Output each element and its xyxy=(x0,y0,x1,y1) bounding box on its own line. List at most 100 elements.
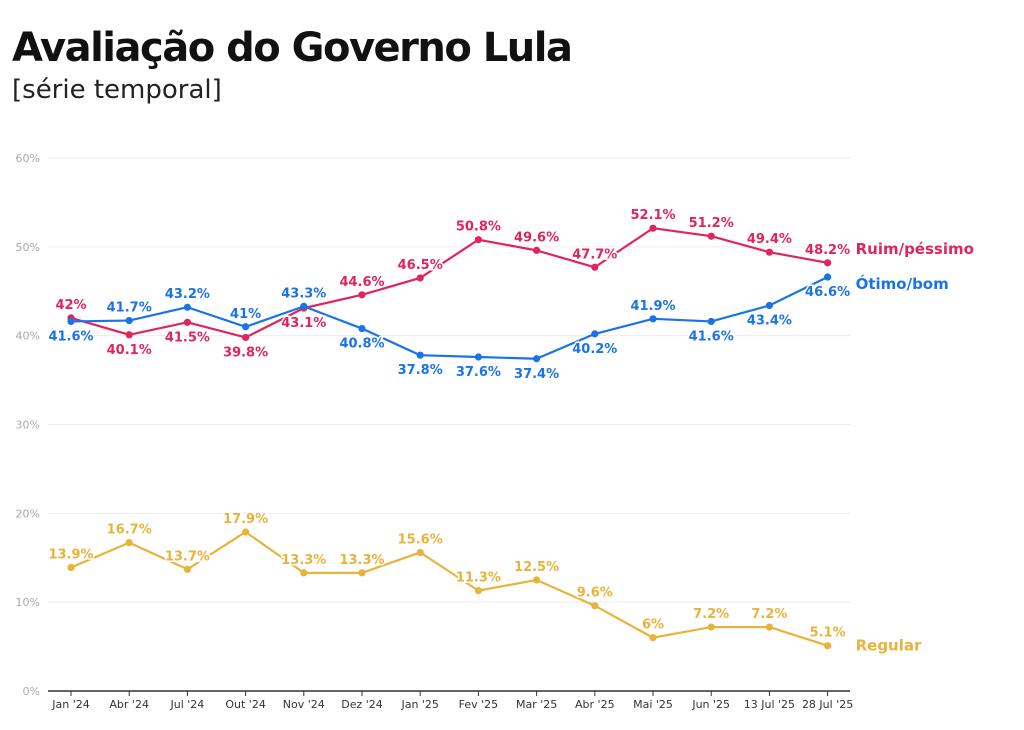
data-label-regular: 5.1% xyxy=(810,626,846,641)
data-point-regular xyxy=(358,569,366,577)
data-point-ruim-pessimo xyxy=(125,331,133,339)
chart-subtitle: [série temporal] xyxy=(12,75,222,105)
data-label-ruim-pessimo: 42% xyxy=(55,298,86,313)
data-point-otimo-bom xyxy=(765,301,774,310)
y-tick-label: 0% xyxy=(23,685,40,698)
data-label-regular: 13.3% xyxy=(339,553,384,568)
data-label-ruim-pessimo: 43.1% xyxy=(281,316,326,331)
data-label-regular: 9.6% xyxy=(577,586,613,601)
data-label-regular: 17.9% xyxy=(223,512,268,527)
x-tick-label: Jul '24 xyxy=(170,698,205,711)
data-label-otimo-bom: 37.8% xyxy=(398,363,443,378)
data-label-ruim-pessimo: 48.2% xyxy=(805,243,850,258)
data-label-otimo-bom: 41.6% xyxy=(689,329,734,344)
data-point-ruim-pessimo xyxy=(358,291,366,299)
data-point-ruim-pessimo xyxy=(707,232,715,240)
y-tick-label: 10% xyxy=(16,596,40,609)
data-label-otimo-bom: 41.9% xyxy=(630,299,675,314)
data-point-ruim-pessimo xyxy=(416,274,424,282)
data-label-regular: 16.7% xyxy=(107,523,152,538)
data-point-regular xyxy=(649,634,657,642)
data-point-regular xyxy=(591,602,599,610)
data-label-otimo-bom: 41% xyxy=(230,307,261,322)
data-point-otimo-bom xyxy=(474,353,482,361)
x-tick-label: Nov '24 xyxy=(283,698,325,711)
data-label-regular: 11.3% xyxy=(456,571,501,586)
data-label-regular: 7.2% xyxy=(693,607,729,622)
data-label-ruim-pessimo: 52.1% xyxy=(630,208,675,223)
data-point-ruim-pessimo xyxy=(242,333,250,342)
data-label-otimo-bom: 40.8% xyxy=(339,337,384,352)
data-label-ruim-pessimo: 51.2% xyxy=(689,216,734,231)
x-tick-label: Jun '25 xyxy=(691,698,730,711)
y-tick-label: 60% xyxy=(16,152,40,165)
data-label-ruim-pessimo: 46.5% xyxy=(398,258,443,273)
data-label-ruim-pessimo: 49.4% xyxy=(747,232,792,247)
data-label-ruim-pessimo: 41.5% xyxy=(165,330,210,345)
line-layer xyxy=(70,227,829,647)
x-tick-label: Dez '24 xyxy=(341,698,383,711)
data-point-regular xyxy=(242,528,250,536)
x-tick-label: Jan '25 xyxy=(400,698,438,711)
x-tick-label: Abr '25 xyxy=(575,698,615,711)
x-tick-label: Fev '25 xyxy=(459,698,499,711)
x-tick-label: 13 Jul '25 xyxy=(744,698,795,711)
data-point-regular xyxy=(416,548,424,557)
data-label-otimo-bom: 43.3% xyxy=(281,286,326,301)
data-label-ruim-pessimo: 44.6% xyxy=(339,275,384,290)
y-tick-label: 20% xyxy=(16,507,40,520)
data-label-otimo-bom: 37.6% xyxy=(456,365,501,380)
data-label-regular: 13.7% xyxy=(165,549,210,564)
data-label-regular: 7.2% xyxy=(751,607,787,622)
data-label-otimo-bom: 43.2% xyxy=(165,287,210,302)
data-label-regular: 13.3% xyxy=(281,553,326,568)
data-label-regular: 13.9% xyxy=(48,548,93,563)
data-point-otimo-bom xyxy=(533,355,541,363)
data-label-regular: 6% xyxy=(642,618,664,633)
data-point-otimo-bom xyxy=(707,317,715,326)
series-line-ruim-pessimo xyxy=(70,227,828,339)
data-point-ruim-pessimo xyxy=(765,248,774,256)
data-point-ruim-pessimo xyxy=(824,259,832,267)
series-name-regular: Regular xyxy=(856,637,922,655)
point-layer xyxy=(67,224,832,650)
data-point-otimo-bom xyxy=(649,315,657,323)
data-label-ruim-pessimo: 49.6% xyxy=(514,230,559,245)
data-point-otimo-bom xyxy=(183,303,191,311)
series-line-regular xyxy=(70,530,828,647)
x-tick-label: Mar '25 xyxy=(516,698,557,711)
data-point-otimo-bom xyxy=(358,324,366,333)
data-label-regular: 12.5% xyxy=(514,560,559,575)
data-label-ruim-pessimo: 50.8% xyxy=(456,220,501,235)
data-label-otimo-bom: 43.4% xyxy=(747,313,792,328)
data-point-ruim-pessimo xyxy=(474,236,482,244)
data-label-ruim-pessimo: 40.1% xyxy=(107,343,152,358)
y-tick-label: 30% xyxy=(16,419,40,432)
data-label-otimo-bom: 40.2% xyxy=(572,342,617,357)
series-name-otimo-bom: Ótimo/bom xyxy=(856,274,949,293)
data-label-regular: 15.6% xyxy=(398,532,443,547)
data-point-ruim-pessimo xyxy=(183,318,191,326)
data-point-regular xyxy=(67,563,75,572)
grid-layer: 0% 10% 20% 30% 40% 50% 60% Jan '24 Abr '24 Jul '2… xyxy=(16,152,854,711)
data-point-ruim-pessimo xyxy=(591,263,599,271)
x-tick-label: Out '24 xyxy=(225,698,265,711)
data-point-otimo-bom xyxy=(824,273,832,281)
data-label-ruim-pessimo: 39.8% xyxy=(223,345,268,360)
x-tick-label: 28 Jul '25 xyxy=(802,698,853,711)
chart-title: Avaliação do Governo Lula xyxy=(12,25,573,71)
data-point-regular xyxy=(824,642,832,650)
x-tick-label: Mai '25 xyxy=(633,698,673,711)
data-label-otimo-bom: 46.6% xyxy=(805,285,850,300)
series-name-ruim-pessimo: Ruim/péssimo xyxy=(856,240,974,258)
data-point-otimo-bom xyxy=(591,330,599,338)
data-point-regular xyxy=(300,569,308,577)
data-point-ruim-pessimo xyxy=(649,224,657,232)
series-line-otimo-bom xyxy=(70,276,829,360)
y-tick-label: 50% xyxy=(16,241,40,254)
data-point-regular xyxy=(474,587,482,595)
data-label-otimo-bom: 37.4% xyxy=(514,367,559,382)
data-point-otimo-bom xyxy=(125,316,133,325)
data-point-regular xyxy=(707,623,715,631)
